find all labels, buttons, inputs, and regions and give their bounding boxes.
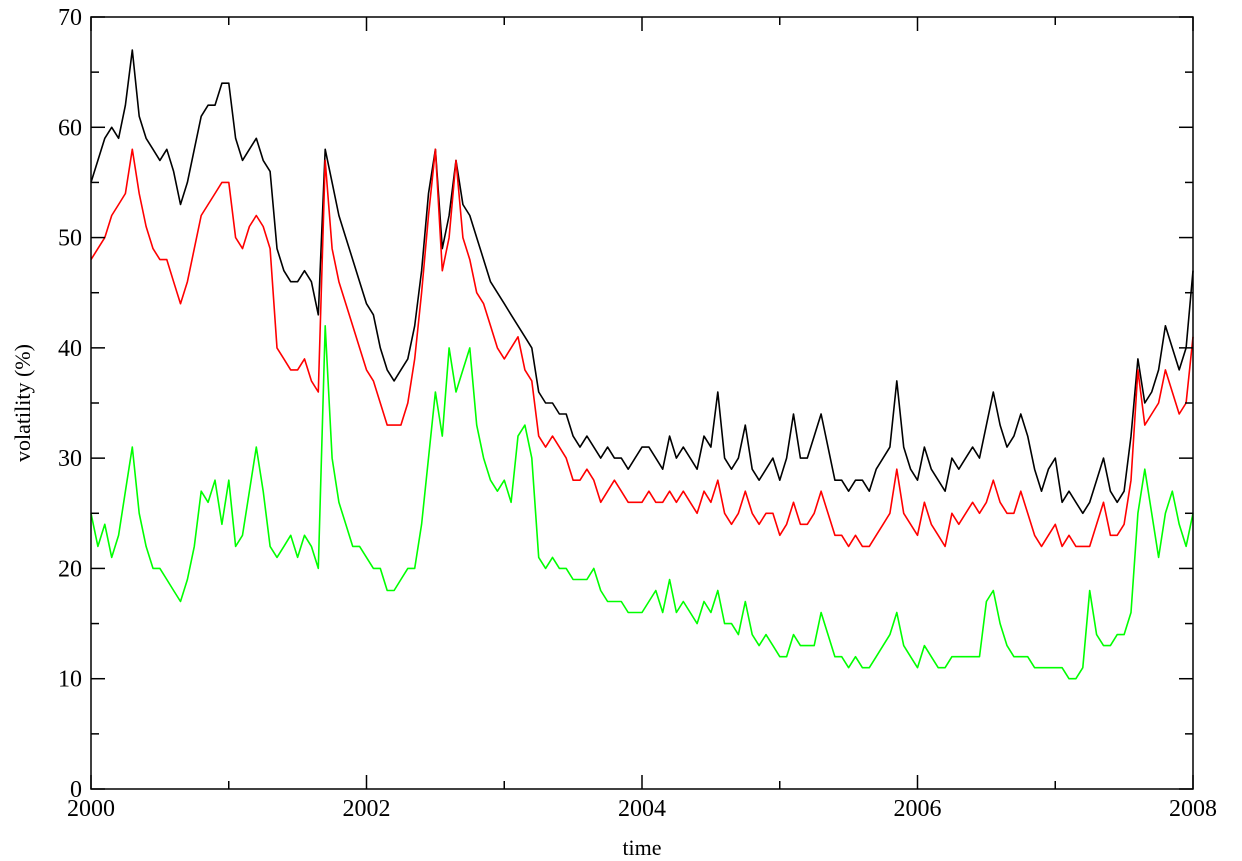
series-line-3 bbox=[90, 324, 1194, 680]
series-line-1 bbox=[90, 49, 1194, 515]
y-tick-label: 0 bbox=[70, 777, 82, 803]
y-axis-ticks: 0 10 20 30 40 50 60 70 bbox=[58, 5, 1193, 803]
x-tick-label: 2006 bbox=[894, 796, 942, 822]
y-tick-label: 40 bbox=[58, 336, 82, 362]
y-tick-label: 60 bbox=[58, 115, 82, 141]
x-tick-label: 2002 bbox=[343, 796, 391, 822]
y-tick-label: 70 bbox=[58, 5, 82, 31]
y-tick-label: 30 bbox=[58, 446, 82, 472]
x-tick-label: 2004 bbox=[618, 796, 666, 822]
x-axis-ticks: 2000 2002 2004 2006 2008 bbox=[67, 17, 1217, 822]
x-tick-label: 2000 bbox=[67, 796, 115, 822]
y-tick-label: 50 bbox=[58, 226, 82, 252]
y-axis-title: volatility (%) bbox=[10, 344, 35, 462]
x-tick-label: 2008 bbox=[1169, 796, 1217, 822]
series-line-2 bbox=[90, 148, 1194, 548]
plot-frame bbox=[90, 16, 1194, 790]
plot-marks bbox=[90, 49, 1194, 680]
y-tick-label: 10 bbox=[58, 667, 82, 693]
x-axis-title: time bbox=[622, 835, 661, 860]
y-tick-label: 20 bbox=[58, 556, 82, 582]
